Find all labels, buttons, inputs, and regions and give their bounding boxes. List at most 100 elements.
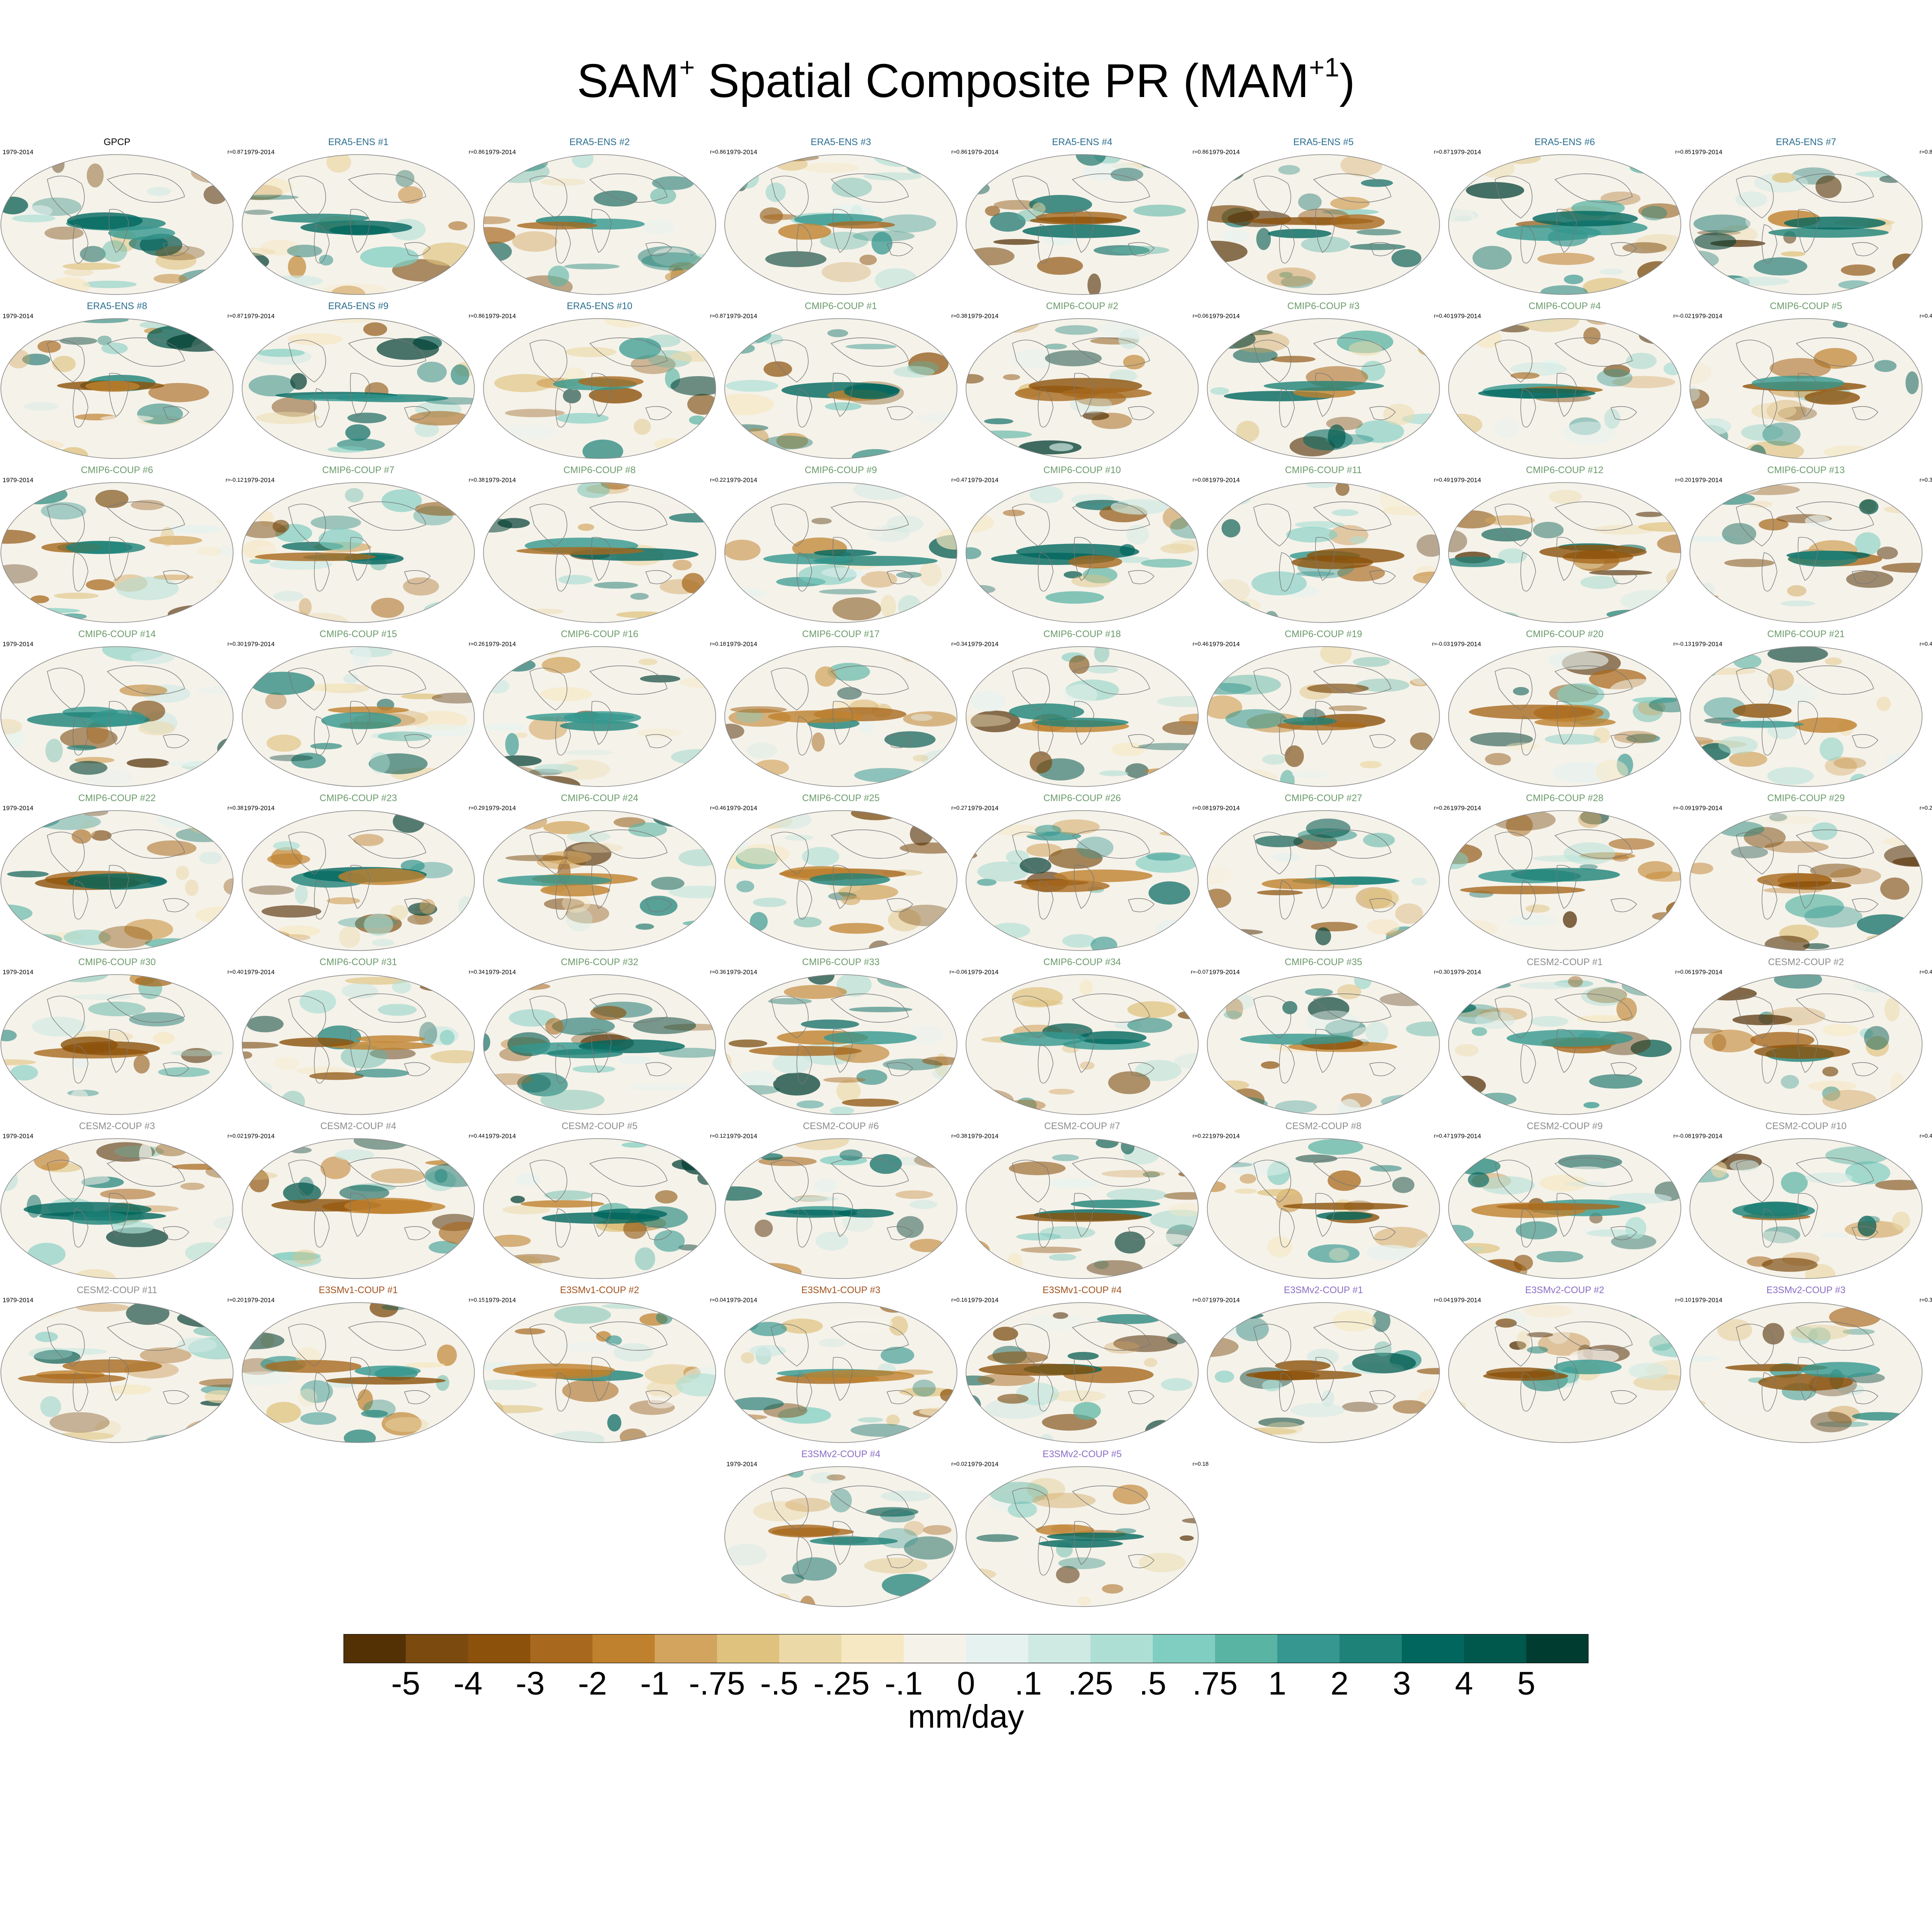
map-panel: CMIP6-COUP #35 1979-2014 r=0.30 — [1206, 957, 1450, 1116]
anomaly-blob — [1267, 1236, 1293, 1258]
panel-title: E3SMv1-COUP #2 — [560, 1285, 639, 1295]
anomaly-blob — [1305, 483, 1336, 489]
anomaly-blob — [1569, 417, 1601, 435]
anomaly-blob — [1527, 1346, 1548, 1354]
panel-title: CMIP6-COUP #25 — [802, 793, 880, 803]
continent-outline — [1798, 1193, 1818, 1237]
anomaly-blob — [912, 754, 929, 762]
anomaly-blob — [571, 155, 594, 168]
anomaly-blob — [1053, 1312, 1069, 1319]
anomaly-blob — [1833, 757, 1866, 769]
anomaly-blob — [1308, 997, 1349, 1020]
anomaly-blob — [415, 501, 472, 516]
anomaly-blob — [295, 884, 308, 904]
anomaly-blob — [185, 879, 199, 896]
continent-outline — [1736, 832, 1774, 875]
continent-outline — [832, 701, 853, 745]
anomaly-blob — [1045, 343, 1067, 349]
anomaly-blob — [242, 1042, 279, 1049]
anomaly-blob — [966, 1089, 996, 1112]
continent-outline — [796, 1208, 812, 1248]
anomaly-blob — [1589, 570, 1653, 575]
anomaly-blob — [98, 926, 153, 948]
continent-outline — [830, 665, 909, 695]
anomaly-blob — [730, 706, 787, 713]
anomaly-blob — [1379, 993, 1434, 1006]
colorbar-tick-label: 1 — [1268, 1665, 1287, 1702]
continent-outline — [73, 1372, 88, 1412]
anomaly-blob — [648, 1395, 676, 1409]
anomaly-blob — [483, 1379, 537, 1391]
anomaly-blob — [1055, 325, 1098, 335]
equatorial-band — [1721, 721, 1804, 728]
anomaly-blob — [370, 1048, 416, 1060]
anomaly-blob — [540, 1090, 605, 1110]
anomaly-blob — [372, 939, 394, 947]
continent-outline — [1074, 1193, 1094, 1237]
map-panel: CMIP6-COUP #22 1979-2014 r=0.38 — [0, 793, 243, 952]
panel-title: CMIP6-COUP #23 — [319, 793, 397, 803]
anomaly-blob — [1301, 236, 1350, 253]
equatorial-band — [279, 1037, 354, 1047]
anomaly-blob — [157, 811, 210, 829]
panel-correlation: r=0.07 — [1192, 1297, 1209, 1303]
anomaly-blob — [371, 598, 404, 618]
anomaly-blob — [1305, 988, 1333, 996]
anomaly-blob — [1829, 1306, 1881, 1327]
anomaly-blob — [1410, 732, 1433, 750]
continent-outline — [109, 1029, 129, 1073]
anomaly-blob — [455, 1304, 474, 1318]
panel-title: E3SMv1-COUP #3 — [801, 1285, 881, 1295]
equatorial-band — [1330, 214, 1385, 230]
anomaly-blob — [881, 595, 896, 618]
title-end: ) — [1339, 55, 1355, 107]
anomaly-blob — [67, 745, 97, 750]
equatorial-band — [1496, 1203, 1621, 1210]
panel-title: CMIP6-COUP #20 — [1526, 629, 1604, 639]
panel-title: CMIP6-COUP #32 — [561, 957, 638, 967]
continent-outline — [1610, 242, 1637, 256]
anomaly-blob — [1070, 395, 1112, 413]
anomaly-blob — [1076, 836, 1114, 859]
anomaly-blob — [1405, 1311, 1426, 1324]
anomaly-blob — [1872, 1262, 1922, 1274]
map-border — [242, 646, 475, 787]
anomaly-blob — [1261, 1061, 1279, 1069]
anomaly-blob — [414, 421, 439, 437]
anomaly-blob — [20, 613, 45, 623]
anomaly-blob — [100, 415, 154, 422]
anomaly-blob — [1892, 253, 1920, 274]
continent-outline — [1253, 668, 1291, 711]
anomaly-blob — [529, 717, 568, 740]
anomaly-blob — [176, 827, 232, 842]
panel-map — [1207, 318, 1440, 459]
anomaly-blob — [326, 155, 351, 173]
panel-title: E3SMv2-COUP #5 — [1042, 1449, 1122, 1459]
anomaly-blob — [1012, 349, 1059, 369]
anomaly-blob — [339, 1185, 389, 1201]
panel-title: CMIP6-COUP #21 — [1767, 629, 1845, 639]
anomaly-blob — [1409, 763, 1440, 785]
panel-correlation: r=0.47 — [1434, 1133, 1450, 1139]
continent-outline — [1315, 373, 1336, 417]
map-border — [1689, 482, 1923, 623]
continent-outline — [1798, 701, 1818, 745]
continent-outline — [529, 996, 568, 1039]
anomaly-blob — [1506, 814, 1533, 837]
panel-period: 1979-2014 — [3, 641, 33, 648]
anomaly-blob — [1144, 1598, 1198, 1604]
anomaly-blob — [1595, 759, 1628, 784]
equatorial-band — [67, 212, 143, 230]
continent-outline — [529, 832, 568, 875]
map-panel: CMIP6-COUP #6 1979-2014 r=-0.12 — [0, 465, 243, 624]
anomaly-blob — [505, 733, 519, 756]
anomaly-blob — [1062, 934, 1096, 948]
map-border — [724, 810, 957, 951]
anomaly-blob — [868, 525, 911, 542]
panel-correlation: r=0.20 — [227, 1297, 243, 1303]
anomaly-blob — [1881, 562, 1922, 573]
map-border — [0, 154, 234, 295]
anomaly-blob — [1356, 229, 1401, 236]
anomaly-blob — [1163, 1192, 1198, 1200]
panel-correlation: r=0.26 — [1434, 805, 1450, 811]
